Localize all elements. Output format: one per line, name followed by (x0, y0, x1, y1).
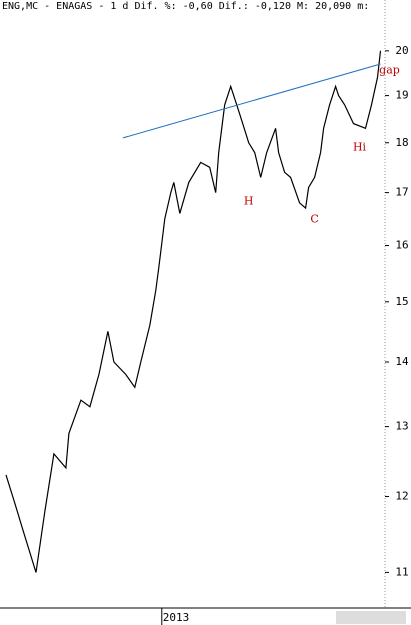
y-tick-label: 20 (395, 44, 408, 57)
toolbar[interactable] (336, 611, 406, 624)
chart-title: ENG,MC - ENAGAS - 1 d Dif. %: -0,60 Dif.… (2, 1, 369, 12)
y-tick-label: 15 (395, 295, 408, 308)
y-tick-label: 17 (395, 186, 408, 199)
y-tick-label: 19 (395, 89, 408, 102)
trend-line (122, 63, 381, 139)
y-tick-label: 11 (395, 565, 408, 578)
y-tick-label: 14 (395, 355, 409, 368)
annotation: C (310, 213, 318, 226)
y-tick-label: 12 (395, 489, 408, 502)
annotation: H (244, 194, 254, 207)
y-tick-label: 16 (395, 239, 408, 252)
annotation: Hi (353, 141, 367, 154)
annotation: gap (379, 64, 400, 77)
x-tick-label: 2013 (163, 611, 190, 624)
price-line (5, 50, 382, 573)
y-tick-label: 13 (395, 420, 408, 433)
y-tick-label: 18 (395, 136, 408, 149)
